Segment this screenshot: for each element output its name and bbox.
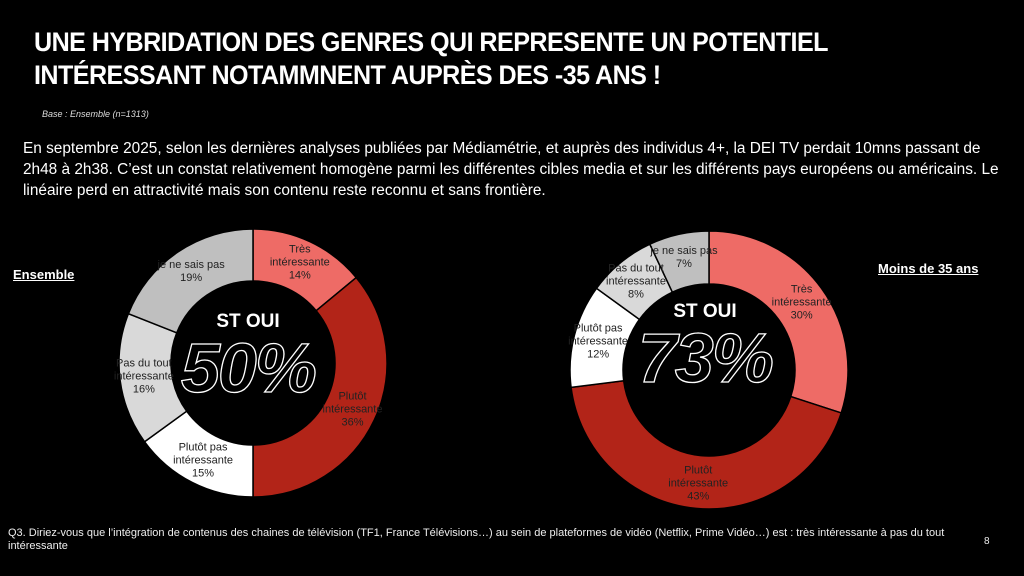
segment-category: Très (289, 243, 311, 256)
segment-value: 30% (790, 309, 813, 322)
segment-category: intéressante (113, 370, 174, 383)
segment-label: Plutôt pas intéressante 12% (568, 322, 628, 361)
center-ensemble: ST OUI 50% (180, 311, 317, 407)
donut-segment (570, 379, 843, 510)
segment-label: Pas du tout intéressante 8% (606, 262, 666, 301)
segment-value: 7% (676, 258, 692, 271)
segment-category: Très (790, 283, 813, 296)
donut-segment (252, 276, 388, 498)
segment-category: Plutôt (338, 390, 367, 403)
segment-category: Plutôt pas (573, 322, 623, 335)
center-moins-35: ST OUI 73% (637, 301, 774, 397)
center-label: ST OUI (673, 301, 737, 322)
segment-category: intéressante (173, 454, 234, 467)
segment-label: Pas du tout intéressante 16% (114, 357, 174, 396)
segment-category: je ne sais pas (157, 259, 225, 272)
segment-label: Plutôt intéressante 43% (668, 464, 728, 503)
segment-label: Très intéressante 14% (270, 244, 330, 283)
segment-label: Plutôt pas intéressante 15% (173, 442, 233, 481)
segment-label: je ne sais pas 19% (158, 259, 225, 285)
page-number: 8 (984, 536, 990, 547)
chart-title-moins-35: Moins de 35 ans (878, 261, 979, 276)
segment-value: 12% (587, 348, 610, 361)
intro-paragraph: En septembre 2025, selon les dernières a… (23, 140, 999, 199)
segment-value: 14% (288, 269, 311, 282)
center-label: ST OUI (216, 311, 280, 332)
segment-value: 8% (628, 288, 644, 301)
segment-value: 36% (341, 416, 364, 429)
segment-value: 15% (192, 467, 215, 480)
segment-category: Plutôt pas (178, 441, 228, 454)
title-line-1: UNE HYBRIDATION DES GENRES QUI REPRESENT… (34, 27, 829, 57)
segment-label: je ne sais pas 7% (650, 245, 717, 271)
center-value: 73% (637, 319, 774, 397)
segment-category: intéressante (668, 477, 729, 490)
segment-category: intéressante (269, 256, 330, 269)
segment-value: 16% (132, 383, 155, 396)
segment-category: Pas du tout (608, 262, 664, 275)
segment-category: je ne sais pas (650, 245, 718, 258)
segment-category: Plutôt (684, 464, 713, 477)
base-note: Base : Ensemble (n=1313) (42, 109, 149, 119)
slide-title: UNE HYBRIDATION DES GENRES QUI REPRESENT… (34, 26, 829, 92)
title-line-2: INTÉRESSANT NOTAMMNENT AUPRÈS DES -35 AN… (34, 60, 661, 90)
donut-segment (708, 230, 849, 414)
segment-category: Pas du tout (116, 357, 172, 370)
segment-category: intéressante (568, 335, 629, 348)
question-footnote: Q3. Diriez-vous que l’intégration de con… (8, 527, 945, 552)
segment-category: intéressante (606, 275, 666, 288)
segment-category: intéressante (322, 403, 383, 416)
segment-label: Plutôt intéressante 36% (323, 390, 383, 429)
center-value: 50% (180, 329, 317, 407)
segment-value: 43% (687, 490, 710, 503)
segment-label: Très intéressante 30% (772, 283, 832, 322)
segment-value: 19% (180, 272, 203, 285)
donut-segment (648, 230, 710, 294)
donut-segment (127, 228, 254, 334)
chart-title-ensemble: Ensemble (13, 267, 75, 282)
segment-category: intéressante (771, 296, 832, 309)
